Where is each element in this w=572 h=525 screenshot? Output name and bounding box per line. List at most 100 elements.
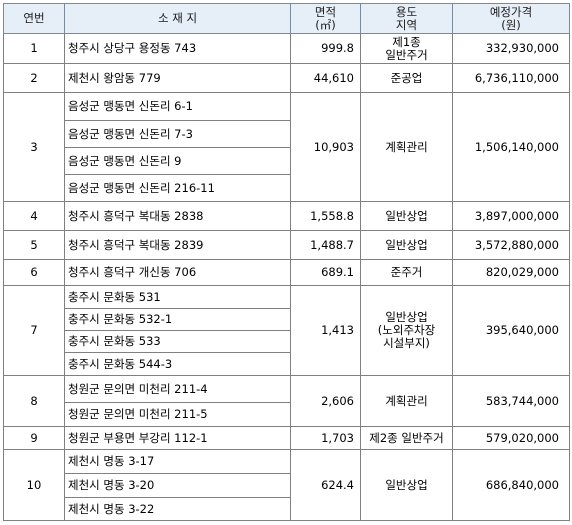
table-row: 10 제천시 명동 3-17 624.4 일반상업 686,840,000 <box>3 449 570 521</box>
address-cell: 청주시 흥덕구 복대동 2839 <box>64 230 291 260</box>
price-cell: 579,020,000 <box>452 426 570 450</box>
row-number: 4 <box>3 201 65 231</box>
row-number: 6 <box>3 259 65 286</box>
price-cell: 686,840,000 <box>452 449 570 521</box>
area-cell: 44,610 <box>290 63 361 93</box>
address-cell: 음성군 맹동면 신돈리 216-11 <box>64 174 291 202</box>
area-cell: 10,903 <box>290 92 361 202</box>
address-cell: 제천시 왕암동 779 <box>64 63 291 93</box>
row-number: 5 <box>3 230 65 260</box>
use-zone-cell: 일반상업 <box>360 449 453 521</box>
area-cell: 1,413 <box>290 285 361 376</box>
address-cell: 음성군 맹동면 신돈리 9 <box>64 147 291 175</box>
area-cell: 1,558.8 <box>290 201 361 231</box>
address-cell: 충주시 문화동 544-3 <box>64 352 291 376</box>
use-zone-cell: 준주거 <box>360 259 453 286</box>
use-zone-line: 일반상업 <box>385 310 428 324</box>
table-row: 3 음성군 맹동면 신돈리 6-1 10,903 계획관리 1,506,140,000 <box>3 92 570 202</box>
address-cell: 충주시 문화동 533 <box>64 330 291 353</box>
table-row: 제천시 명동 3-22 <box>4 497 570 521</box>
table-row: 5 청주시 흥덕구 복대동 2839 1,488.7 일반상업 3,572,880,00… <box>3 230 570 260</box>
row-number: 9 <box>3 426 65 450</box>
table-row: 1 청주시 상당구 용정동 743 999.8 제1종 일반주거 332,930,000 <box>3 33 570 64</box>
address-cell: 청원군 문의면 미천리 211-4 <box>64 375 291 403</box>
table-row: 충주시 문화동 544-3 <box>4 352 570 376</box>
use-zone-line: 일반상업 <box>385 477 428 492</box>
price-cell: 6,736,110,000 <box>452 63 570 93</box>
price-cell: 820,029,000 <box>452 259 570 286</box>
use-zone-line: 제2종 일반주거 <box>369 430 444 445</box>
price-cell: 3,572,880,000 <box>452 230 570 260</box>
table-row: 제천시 명동 3-20 <box>4 473 570 498</box>
table-row: 9 청원군 부용면 부강리 112-1 1,703 제2종 일반주거 579,020,0… <box>3 426 570 450</box>
area-cell: 1,488.7 <box>290 230 361 260</box>
header-use-line1: 용도 <box>395 4 418 19</box>
address-cell: 제천시 명동 3-20 <box>64 473 291 498</box>
area-cell: 689.1 <box>290 259 361 286</box>
table-row: 6 청주시 흥덕구 개신동 706 689.1 준주거 820,029,000 <box>3 259 570 286</box>
header-use: 용도 지역 <box>360 3 453 34</box>
area-cell: 624.4 <box>290 449 361 521</box>
row-number: 8 <box>3 375 65 427</box>
row-number: 10 <box>3 449 65 521</box>
use-zone-cell: 일반상업 (노외주차장 시설부지) <box>360 285 453 376</box>
address-cell: 청원군 부용면 부강리 112-1 <box>64 426 291 450</box>
area-cell: 2,606 <box>290 375 361 427</box>
area-cell: 1,703 <box>290 426 361 450</box>
table-row: 음성군 맹동면 신돈리 9 <box>4 147 570 175</box>
row-number: 1 <box>3 33 65 64</box>
price-cell: 3,897,000,000 <box>452 201 570 231</box>
property-table: 연번 소 재 지 면적 (㎡) 용도 지역 예정가격 (원) 1 청주시 상당구 … <box>3 3 570 521</box>
header-price: 예정가격 (원) <box>452 3 570 34</box>
use-zone-line: 제1종 <box>392 34 421 49</box>
table-row: 충주시 문화동 532-1 <box>4 308 570 331</box>
price-cell: 1,506,140,000 <box>452 92 570 202</box>
header-price-line2: (원) <box>501 17 521 32</box>
use-zone-line: 시설부지) <box>383 336 430 350</box>
address-cell: 음성군 맹동면 신돈리 7-3 <box>64 120 291 148</box>
use-zone-line: 계획관리 <box>385 139 428 154</box>
header-row: 연번 소 재 지 면적 (㎡) 용도 지역 예정가격 (원) <box>3 3 570 34</box>
table-row: 7 충주시 문화동 531 1,413 일반상업 (노외주차장 시설부지) 395,640,… <box>3 285 570 376</box>
address-cell: 제천시 명동 3-17 <box>64 449 291 474</box>
table-row: 8 청원군 문의면 미천리 211-4 2,606 계획관리 583,744,000 <box>3 375 570 427</box>
table-body: 1 청주시 상당구 용정동 743 999.8 제1종 일반주거 332,930,000 2… <box>3 33 570 521</box>
address-cell: 청원군 문의면 미천리 211-5 <box>64 402 291 427</box>
address-cell: 청주시 상당구 용정동 743 <box>64 33 291 64</box>
header-area-line1: 면적 <box>314 4 337 19</box>
table-row: 음성군 맹동면 신돈리 7-3 <box>4 120 570 148</box>
price-cell: 332,930,000 <box>452 33 570 64</box>
use-zone-line: 준주거 <box>390 265 423 279</box>
address-cell: 청주시 흥덕구 개신동 706 <box>64 259 291 286</box>
use-zone-line: (노외주차장 <box>377 323 436 337</box>
use-zone-line: 준공업 <box>390 70 423 85</box>
table-row: 청원군 문의면 미천리 211-5 <box>4 402 570 427</box>
use-zone-cell: 계획관리 <box>360 92 453 202</box>
address-cell: 충주시 문화동 531 <box>64 285 291 309</box>
row-number: 3 <box>3 92 65 202</box>
header-area-line2: (㎡) <box>315 17 336 32</box>
use-zone-cell: 제2종 일반주거 <box>360 426 453 450</box>
header-price-line1: 예정가격 <box>489 4 533 19</box>
header-location: 소 재 지 <box>64 3 291 34</box>
area-cell: 999.8 <box>290 33 361 64</box>
address-cell: 충주시 문화동 532-1 <box>64 308 291 331</box>
price-cell: 583,744,000 <box>452 375 570 427</box>
use-zone-line: 계획관리 <box>385 393 428 408</box>
use-zone-line: 일반주거 <box>385 47 428 62</box>
table-row: 4 청주시 흥덕구 복대동 2838 1,558.8 일반상업 3,897,000,00… <box>3 201 570 231</box>
address-cell: 음성군 맹동면 신돈리 6-1 <box>64 92 291 121</box>
header-area: 면적 (㎡) <box>290 3 361 34</box>
row-number: 2 <box>3 63 65 93</box>
price-cell: 395,640,000 <box>452 285 570 376</box>
use-zone-cell: 일반상업 <box>360 230 453 260</box>
use-zone-cell: 제1종 일반주거 <box>360 33 453 64</box>
header-no: 연번 <box>3 3 65 34</box>
address-cell: 제천시 명동 3-22 <box>64 497 291 521</box>
use-zone-line: 일반상업 <box>385 237 428 252</box>
use-zone-cell: 일반상업 <box>360 201 453 231</box>
header-use-line2: 지역 <box>395 17 418 32</box>
use-zone-cell: 계획관리 <box>360 375 453 427</box>
use-zone-line: 일반상업 <box>385 208 428 223</box>
row-number: 7 <box>3 285 65 376</box>
